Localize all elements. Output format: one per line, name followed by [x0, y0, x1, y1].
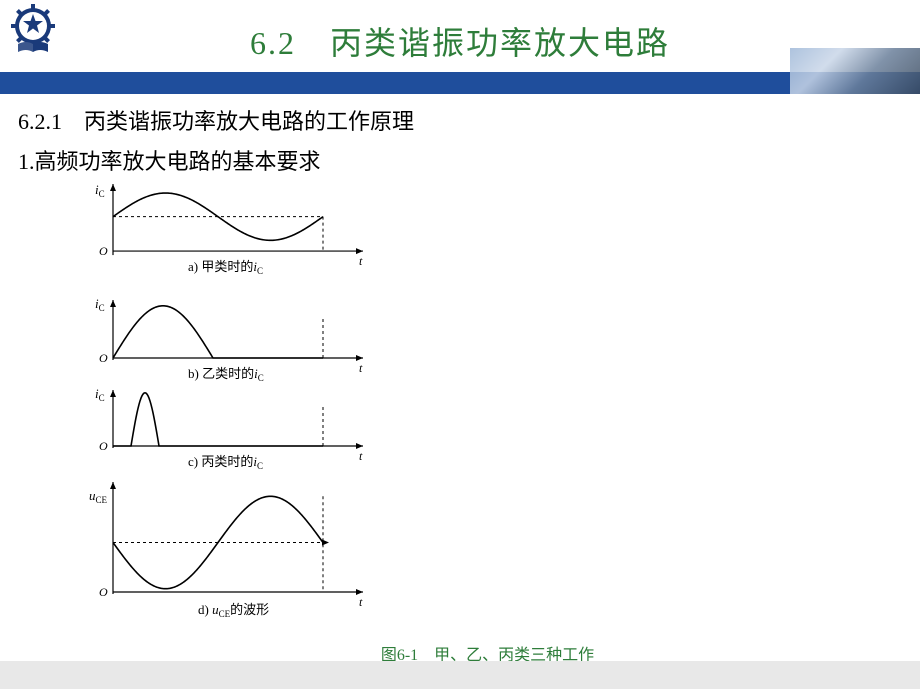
svg-text:t: t	[359, 254, 363, 268]
footer-bar	[0, 661, 920, 689]
svg-text:iC: iC	[95, 296, 105, 313]
svg-text:O: O	[99, 351, 108, 365]
svg-text:iC: iC	[95, 386, 105, 403]
header-photo-decoration	[790, 48, 920, 94]
svg-text:d) uCE的波形: d) uCE的波形	[198, 602, 269, 619]
slide-header: 6.2 丙类谐振功率放大电路	[0, 0, 920, 72]
slide-content: 6.2.1 丙类谐振功率放大电路的工作原理 1.高频功率放大电路的基本要求 iC…	[18, 104, 902, 665]
header-divider-bar	[0, 72, 920, 94]
svg-text:iC: iC	[95, 182, 105, 199]
subsection-heading: 1.高频功率放大电路的基本要求	[18, 144, 902, 176]
svg-text:c) 丙类时的iC: c) 丙类时的iC	[188, 454, 263, 471]
waveform-figure: iC Ot a) 甲类时的iC iC Ot b) 乙类时的iC iC Ot c) 丙类时的iC u…	[73, 182, 393, 634]
svg-text:a) 甲类时的iC: a) 甲类时的iC	[188, 259, 263, 276]
svg-text:O: O	[99, 244, 108, 258]
logo-gear-icon	[6, 4, 60, 58]
figure-block: iC Ot a) 甲类时的iC iC Ot b) 乙类时的iC iC Ot c) 丙类时的iC u…	[73, 182, 902, 665]
section-heading: 6.2.1 丙类谐振功率放大电路的工作原理	[18, 104, 902, 136]
svg-text:t: t	[359, 595, 363, 609]
svg-text:O: O	[99, 439, 108, 453]
svg-text:uCE: uCE	[89, 488, 108, 505]
svg-text:t: t	[359, 361, 363, 375]
svg-text:b) 乙类时的iC: b) 乙类时的iC	[188, 366, 264, 383]
slide-title: 6.2 丙类谐振功率放大电路	[0, 0, 920, 64]
svg-text:t: t	[359, 449, 363, 463]
svg-text:O: O	[99, 585, 108, 599]
